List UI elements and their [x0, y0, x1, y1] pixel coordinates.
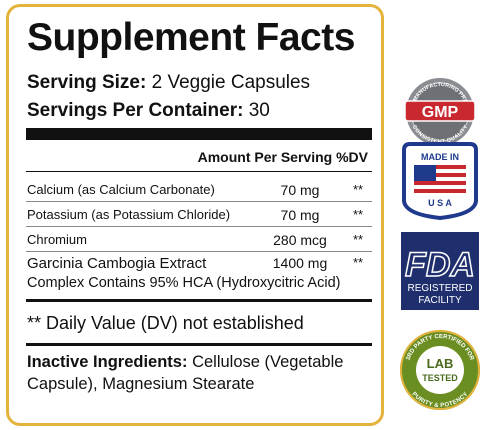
nutrient-name: Calcium (as Calcium Carbonate) [27, 182, 215, 197]
gmp-bottom-text: CONSISTENT QUALITY [411, 124, 470, 145]
inactive-label: Inactive Ingredients: [27, 353, 188, 371]
nutrient-name: Chromium [27, 232, 87, 247]
nutrient-dv: ** [353, 232, 364, 247]
serving-size-label: Serving Size: [27, 72, 147, 93]
nutrient-amount: 70 mg [280, 207, 320, 223]
fda-badge: FDA REGISTERED FACILITY [401, 232, 479, 310]
inactive-value: Cellulose (Vegetable Capsule), Magnesium… [27, 353, 344, 393]
nutrient-name: Potassium (as Potassium Chloride) [27, 207, 231, 222]
serving-size-value: 2 Veggie Capsules [151, 72, 311, 93]
lab-top-text: 3RD PARTY CERTIFIED FOR [406, 334, 475, 362]
servings-value: 30 [248, 100, 270, 121]
usa-top: MADE IN [421, 152, 459, 162]
fda-text: FDA [405, 246, 475, 284]
amount-header: Amount Per Serving [197, 149, 333, 165]
nutrient-amount: 70 mg [280, 182, 320, 198]
lab-bottom-text: PURITY & POTENCY [410, 392, 469, 410]
title: Supplement Facts [27, 16, 355, 59]
nutrient-amount: 280 mcg [273, 232, 327, 248]
serving-size: Serving Size: 2 Veggie Capsules [27, 72, 310, 94]
servings-label: Servings Per Container: [27, 100, 244, 121]
column-header: Amount Per Serving %DV [198, 149, 368, 165]
fda-line1: REGISTERED [407, 283, 472, 294]
gmp-text: GMP [422, 104, 459, 121]
row-rule [26, 251, 372, 252]
usa-bottom: U S A [428, 198, 452, 208]
label-frame [6, 4, 384, 426]
lab-line2: TESTED [422, 373, 458, 383]
rule [26, 171, 372, 172]
dv-header: %DV [336, 149, 368, 165]
thick-rule [26, 343, 372, 346]
nutrient-dv: ** [353, 255, 364, 270]
usa-badge: MADE IN U S A [402, 142, 478, 221]
lab-bottom: PURITY & POTENCY [410, 392, 469, 410]
nutrient-amount: 1400 mg [272, 255, 328, 271]
nutrient-name: Garcinia Cambogia Extract [27, 255, 207, 272]
us-flag [414, 165, 466, 195]
nutrient-detail: Complex Contains 95% HCA (Hydroxycitric … [27, 275, 341, 291]
fda-line2: FACILITY [418, 295, 462, 306]
inactive-ingredients: Inactive Ingredients: Cellulose (Vegetab… [27, 351, 372, 395]
thick-rule [26, 128, 372, 140]
row-rule [26, 226, 372, 227]
lab-badge: 3RD PARTY CERTIFIED FOR PURITY & POTENCY… [400, 330, 480, 410]
lab-line1: LAB [427, 356, 454, 371]
servings-per-container: Servings Per Container: 30 [27, 100, 270, 122]
footnote: ** Daily Value (DV) not established [27, 313, 304, 333]
thick-rule [26, 299, 372, 302]
nutrient-dv: ** [353, 182, 364, 197]
row-rule [26, 201, 372, 202]
lab-top: 3RD PARTY CERTIFIED FOR [406, 334, 475, 362]
gmp-bottom: CONSISTENT QUALITY [411, 124, 470, 145]
nutrient-dv: ** [353, 207, 364, 222]
